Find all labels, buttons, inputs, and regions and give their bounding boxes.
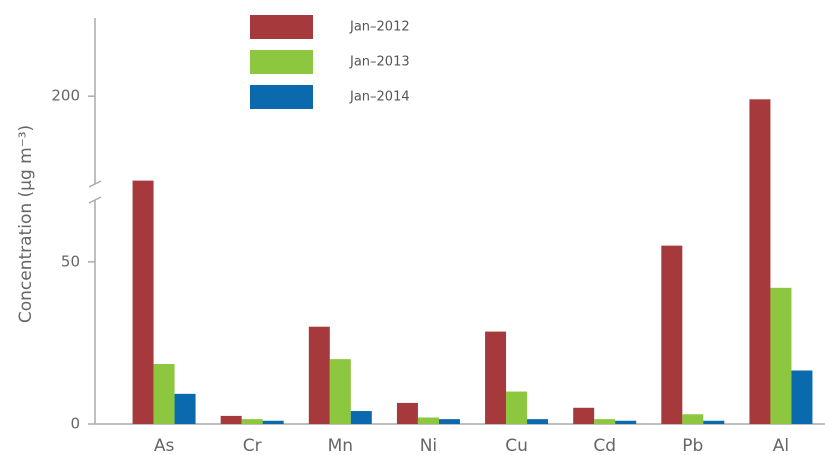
legend-swatch <box>250 15 313 39</box>
bar <box>132 180 154 424</box>
axis-break <box>88 180 102 188</box>
x-tick-label: Cd <box>593 436 616 455</box>
bar <box>594 419 616 424</box>
bar <box>329 359 351 424</box>
bar <box>350 411 372 424</box>
bar <box>749 99 771 425</box>
x-tick-label: Cr <box>243 436 262 455</box>
legend-swatch <box>250 50 313 74</box>
bar <box>703 420 725 424</box>
bar <box>262 420 284 424</box>
y-tick-label: 50 <box>61 252 80 270</box>
x-tick-label: Al <box>773 436 789 455</box>
bar <box>438 419 460 424</box>
bar <box>573 407 595 424</box>
legend-label: Jan–2012 <box>349 20 410 35</box>
bar <box>417 417 439 424</box>
bar <box>174 393 196 424</box>
x-tick-label: Cu <box>505 436 528 455</box>
x-tick-label: Mn <box>328 436 353 455</box>
legend-label: Jan–2014 <box>349 90 410 105</box>
bar <box>153 364 175 424</box>
legend-swatch <box>250 85 313 109</box>
x-tick-label: Ni <box>420 436 437 455</box>
bar <box>220 415 242 424</box>
y-axis-label: Concentration (μg m⁻³) <box>16 125 36 323</box>
bar <box>485 331 507 424</box>
bar <box>506 391 528 424</box>
bar <box>661 245 683 424</box>
bar <box>396 402 418 424</box>
axis-break <box>88 196 102 204</box>
bar <box>791 370 813 424</box>
x-tick-label: Pb <box>682 436 703 455</box>
y-tick-label: 0 <box>70 415 80 433</box>
x-tick-label: As <box>154 436 175 455</box>
bar <box>527 419 549 424</box>
y-tick-label: 200 <box>51 87 80 105</box>
legend-label: Jan–2013 <box>349 55 410 70</box>
bar <box>308 326 330 424</box>
bar <box>241 419 263 424</box>
bar <box>615 420 637 424</box>
bar <box>770 287 792 424</box>
bar <box>682 414 704 424</box>
